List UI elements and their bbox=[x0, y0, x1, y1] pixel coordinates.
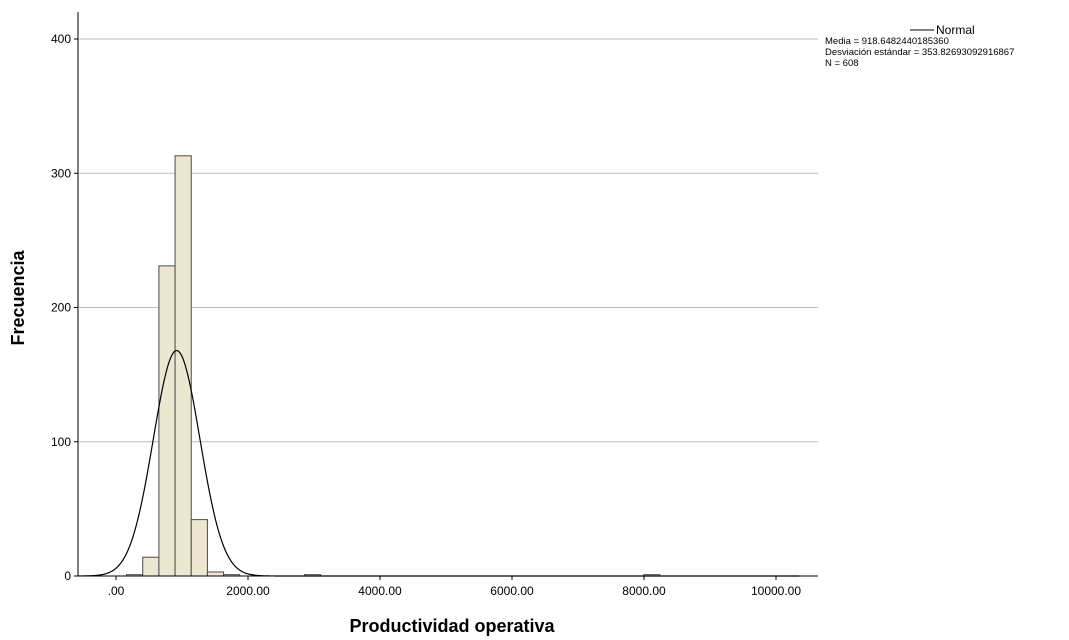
histogram-bars bbox=[126, 155, 661, 577]
histogram-bar bbox=[190, 519, 208, 577]
y-tick-label: 100 bbox=[51, 435, 71, 449]
x-tick-label: 8000.00 bbox=[622, 584, 666, 598]
axes bbox=[77, 12, 818, 577]
x-tick-label: .00 bbox=[108, 584, 125, 598]
legend-normal-label: Normal bbox=[936, 23, 975, 37]
legend-stat-n: N = 608 bbox=[825, 58, 859, 69]
histogram-bar bbox=[142, 556, 160, 577]
y-ticks: 0 100 200 300 400 bbox=[51, 32, 78, 583]
x-tick-label: 4000.00 bbox=[358, 584, 402, 598]
x-tick-label: 6000.00 bbox=[490, 584, 534, 598]
y-tick-label: 400 bbox=[51, 32, 71, 46]
histogram-bar bbox=[174, 155, 192, 577]
x-tick-label: 2000.00 bbox=[226, 584, 270, 598]
legend-stat-sd: Desviación estándar = 353.82693092916867 bbox=[825, 47, 1014, 58]
y-tick-label: 300 bbox=[51, 166, 71, 180]
y-tick-label: 0 bbox=[64, 569, 71, 583]
x-tick-label: 10000.00 bbox=[751, 584, 801, 598]
grid-lines bbox=[78, 38, 818, 443]
legend: Normal Media = 918.6482440185360 Desviac… bbox=[825, 23, 1014, 69]
histogram-bar bbox=[158, 265, 176, 577]
y-axis-title: Frecuencia bbox=[8, 249, 28, 345]
y-tick-label: 200 bbox=[51, 301, 71, 315]
legend-stat-mean: Media = 918.6482440185360 bbox=[825, 36, 949, 47]
histogram-bar bbox=[206, 571, 225, 577]
x-axis-title: Productividad operativa bbox=[349, 616, 555, 636]
x-ticks: .00 2000.00 4000.00 6000.00 8000.00 10000.00 bbox=[108, 576, 801, 598]
